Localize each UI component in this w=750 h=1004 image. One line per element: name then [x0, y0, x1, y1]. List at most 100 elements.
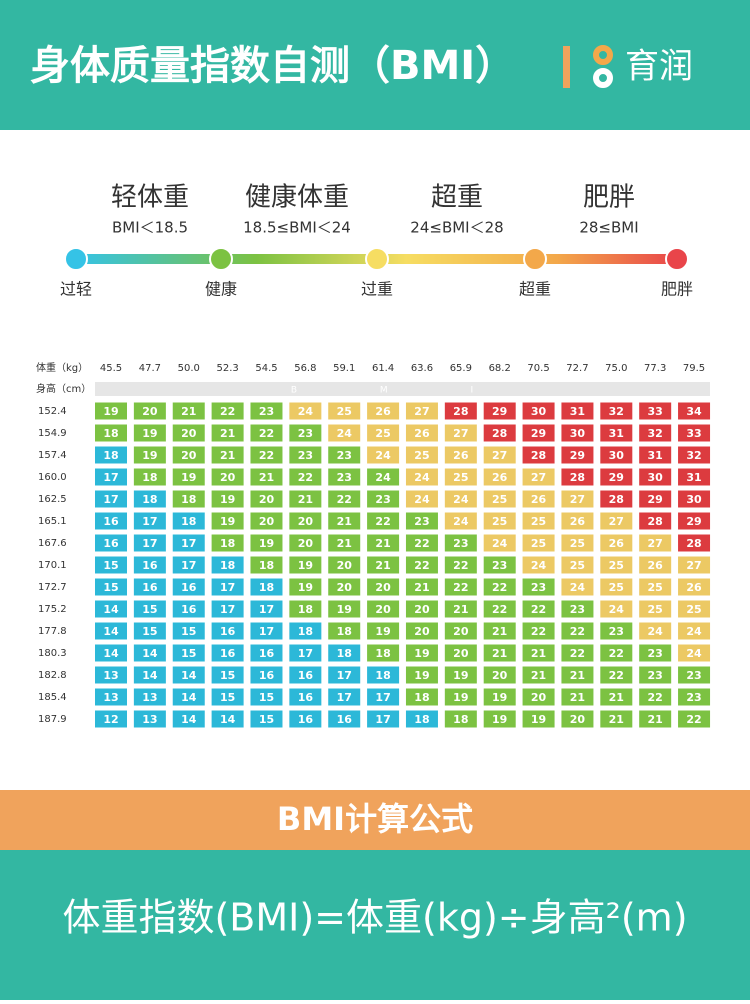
cell-value: 28 — [686, 537, 701, 550]
cell-value: 25 — [609, 581, 624, 594]
cell-value: 23 — [648, 669, 663, 682]
cell — [328, 600, 361, 618]
cell-value: 21 — [531, 669, 546, 682]
cell-value: 15 — [142, 603, 157, 616]
cell-value: 19 — [142, 427, 157, 440]
cell — [561, 622, 594, 640]
cell-value: 23 — [337, 449, 352, 462]
cell — [250, 556, 283, 574]
cell-value: 25 — [492, 515, 507, 528]
cell-value: 16 — [337, 713, 353, 726]
cell-value: 26 — [570, 515, 586, 528]
cell-value: 23 — [492, 559, 507, 572]
cell-value: 16 — [181, 581, 197, 594]
cell — [95, 402, 127, 420]
cell-value: 24 — [492, 537, 508, 550]
formula-title: BMI计算公式 — [277, 800, 473, 838]
weight: 59.1 — [333, 363, 355, 374]
cell-value: 22 — [686, 713, 701, 726]
cell-value: 22 — [414, 537, 429, 550]
height: 187.9 — [38, 714, 67, 725]
cell-value: 23 — [570, 603, 585, 616]
cell-value: 29 — [609, 471, 624, 484]
cell-value: 32 — [686, 449, 701, 462]
cell-value: 18 — [375, 669, 390, 682]
scale-dot — [665, 247, 689, 271]
cell — [483, 666, 516, 684]
cell — [639, 556, 672, 574]
cell — [678, 710, 711, 728]
cell — [133, 666, 166, 684]
cell — [328, 446, 361, 464]
cell-value: 17 — [259, 603, 274, 616]
cell — [561, 644, 594, 662]
cell — [639, 534, 672, 552]
cell-value: 22 — [337, 493, 352, 506]
weight: 65.9 — [450, 363, 472, 374]
cell-value: 22 — [414, 559, 429, 572]
cell — [600, 424, 633, 442]
cell-value: 19 — [414, 669, 429, 682]
cell — [483, 578, 516, 596]
cell-value: 19 — [220, 493, 235, 506]
cell — [405, 424, 438, 442]
cell-value: 30 — [609, 449, 625, 462]
level-name: 轻体重 — [111, 183, 189, 213]
weight: 77.3 — [644, 363, 666, 374]
level-name: 肥胖 — [583, 183, 635, 213]
cell — [561, 490, 594, 508]
cell — [250, 512, 283, 530]
cell-value: 19 — [531, 713, 546, 726]
weight: 47.7 — [139, 363, 161, 374]
cell — [444, 688, 477, 706]
cell-value: 20 — [414, 625, 430, 638]
cell — [95, 688, 127, 706]
cell — [678, 556, 711, 574]
cell-value: 16 — [142, 559, 158, 572]
cell-value: 27 — [686, 559, 701, 572]
cell — [367, 600, 400, 618]
cell-value: 14 — [142, 669, 158, 682]
cell-value: 26 — [492, 471, 508, 484]
cell-value: 23 — [686, 691, 701, 704]
cell-value: 21 — [570, 669, 585, 682]
cell — [289, 446, 322, 464]
cell-value: 17 — [298, 647, 313, 660]
cell-value: 19 — [492, 713, 507, 726]
weight: 72.7 — [566, 363, 588, 374]
cell-value: 20 — [220, 471, 236, 484]
cell — [483, 556, 516, 574]
cell — [172, 468, 205, 486]
scale-dot — [523, 247, 547, 271]
cell — [172, 666, 205, 684]
weight: 70.5 — [527, 363, 549, 374]
cell-value: 22 — [453, 559, 468, 572]
cell-value: 32 — [609, 405, 624, 418]
cell — [172, 644, 205, 662]
cell-value: 15 — [142, 625, 157, 638]
level-range: 24≤BMI＜28 — [410, 219, 503, 237]
cell-value: 14 — [181, 713, 197, 726]
cell-value: 23 — [375, 493, 390, 506]
weight: 63.6 — [411, 363, 433, 374]
weight: 54.5 — [255, 363, 277, 374]
cell — [133, 644, 166, 662]
cell — [172, 402, 205, 420]
cell-value: 13 — [142, 691, 157, 704]
cell-value: 21 — [220, 427, 235, 440]
cell-value: 19 — [298, 559, 313, 572]
cell-value: 18 — [181, 493, 196, 506]
cell-value: 24 — [453, 515, 469, 528]
cell-value: 25 — [375, 427, 390, 440]
cell-value: 31 — [609, 427, 624, 440]
cell — [289, 512, 322, 530]
cell — [211, 490, 244, 508]
cell-value: 24 — [337, 427, 353, 440]
cell — [250, 644, 283, 662]
cell — [95, 666, 127, 684]
cell-value: 22 — [492, 603, 507, 616]
weight-label: 体重（kg） — [36, 361, 88, 374]
cell-value: 25 — [570, 559, 585, 572]
cell — [405, 710, 438, 728]
cell — [133, 600, 166, 618]
